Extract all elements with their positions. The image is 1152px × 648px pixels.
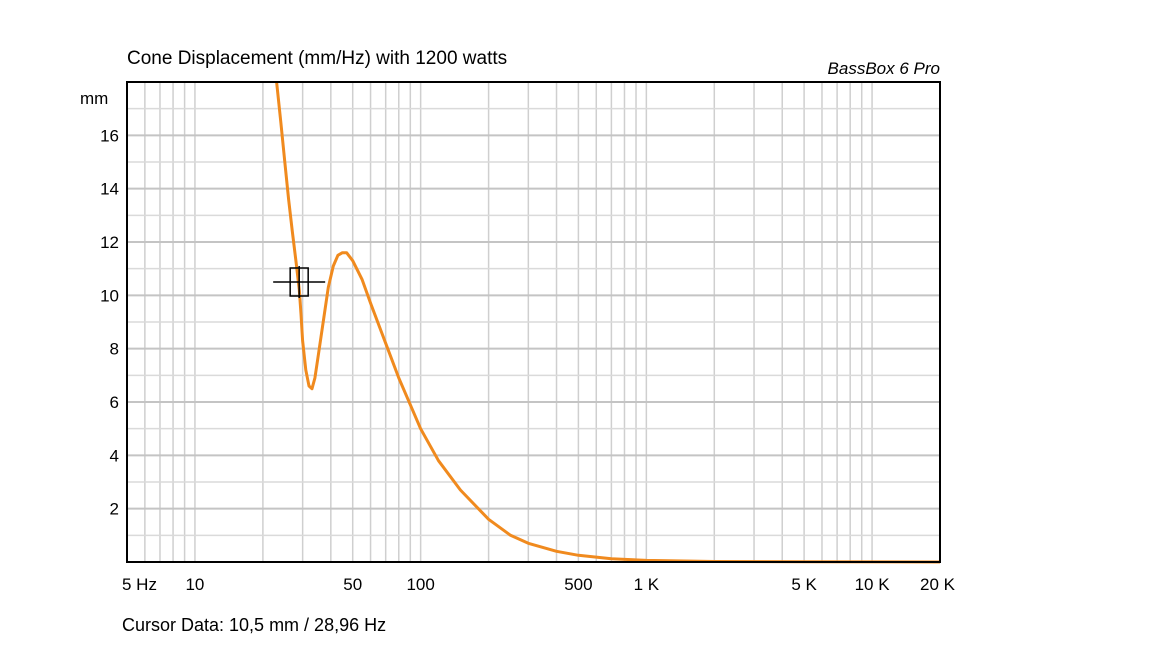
y-tick-label: 12	[100, 233, 119, 252]
x-tick-label: 1 K	[634, 575, 660, 594]
x-tick-label: 500	[564, 575, 592, 594]
x-tick-label: 5 K	[791, 575, 817, 594]
x-tick-label: 10 K	[855, 575, 891, 594]
y-tick-label: 10	[100, 286, 119, 305]
chart-title: Cone Displacement (mm/Hz) with 1200 watt…	[127, 48, 507, 69]
y-tick-label: 8	[110, 340, 119, 359]
x-tick-label: 10	[185, 575, 204, 594]
x-tick-labels: 5 Hz 10 50 100 500 1 K 5 K 10 K 20 K	[122, 575, 956, 594]
brand-label: BassBox 6 Pro	[828, 59, 940, 78]
plot-frame	[126, 81, 941, 563]
x-tick-label: 50	[343, 575, 362, 594]
y-tick-label: 2	[110, 500, 119, 519]
y-axis-unit-label: mm	[80, 89, 108, 108]
cursor-data-readout: Cursor Data: 10,5 mm / 28,96 Hz	[122, 615, 386, 635]
cursor-crosshair[interactable]	[273, 266, 326, 298]
y-tick-labels: 2 4 6 8 10 12 14 16	[100, 126, 119, 518]
y-tick-label: 4	[110, 446, 119, 465]
y-tick-label: 14	[100, 180, 119, 199]
x-tick-label: 100	[406, 575, 434, 594]
x-tick-label: 5 Hz	[122, 575, 157, 594]
x-tick-label: 20 K	[920, 575, 956, 594]
cursor-box	[289, 267, 309, 297]
y-tick-label: 6	[110, 393, 119, 412]
grid	[126, 82, 941, 562]
y-tick-label: 16	[100, 126, 119, 145]
